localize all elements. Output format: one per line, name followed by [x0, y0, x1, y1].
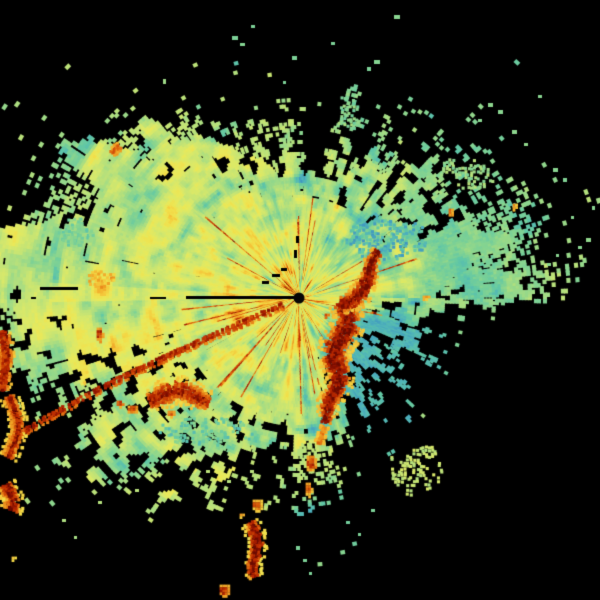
- radar-display: [0, 0, 600, 600]
- radar-ppi-canvas: [0, 0, 600, 600]
